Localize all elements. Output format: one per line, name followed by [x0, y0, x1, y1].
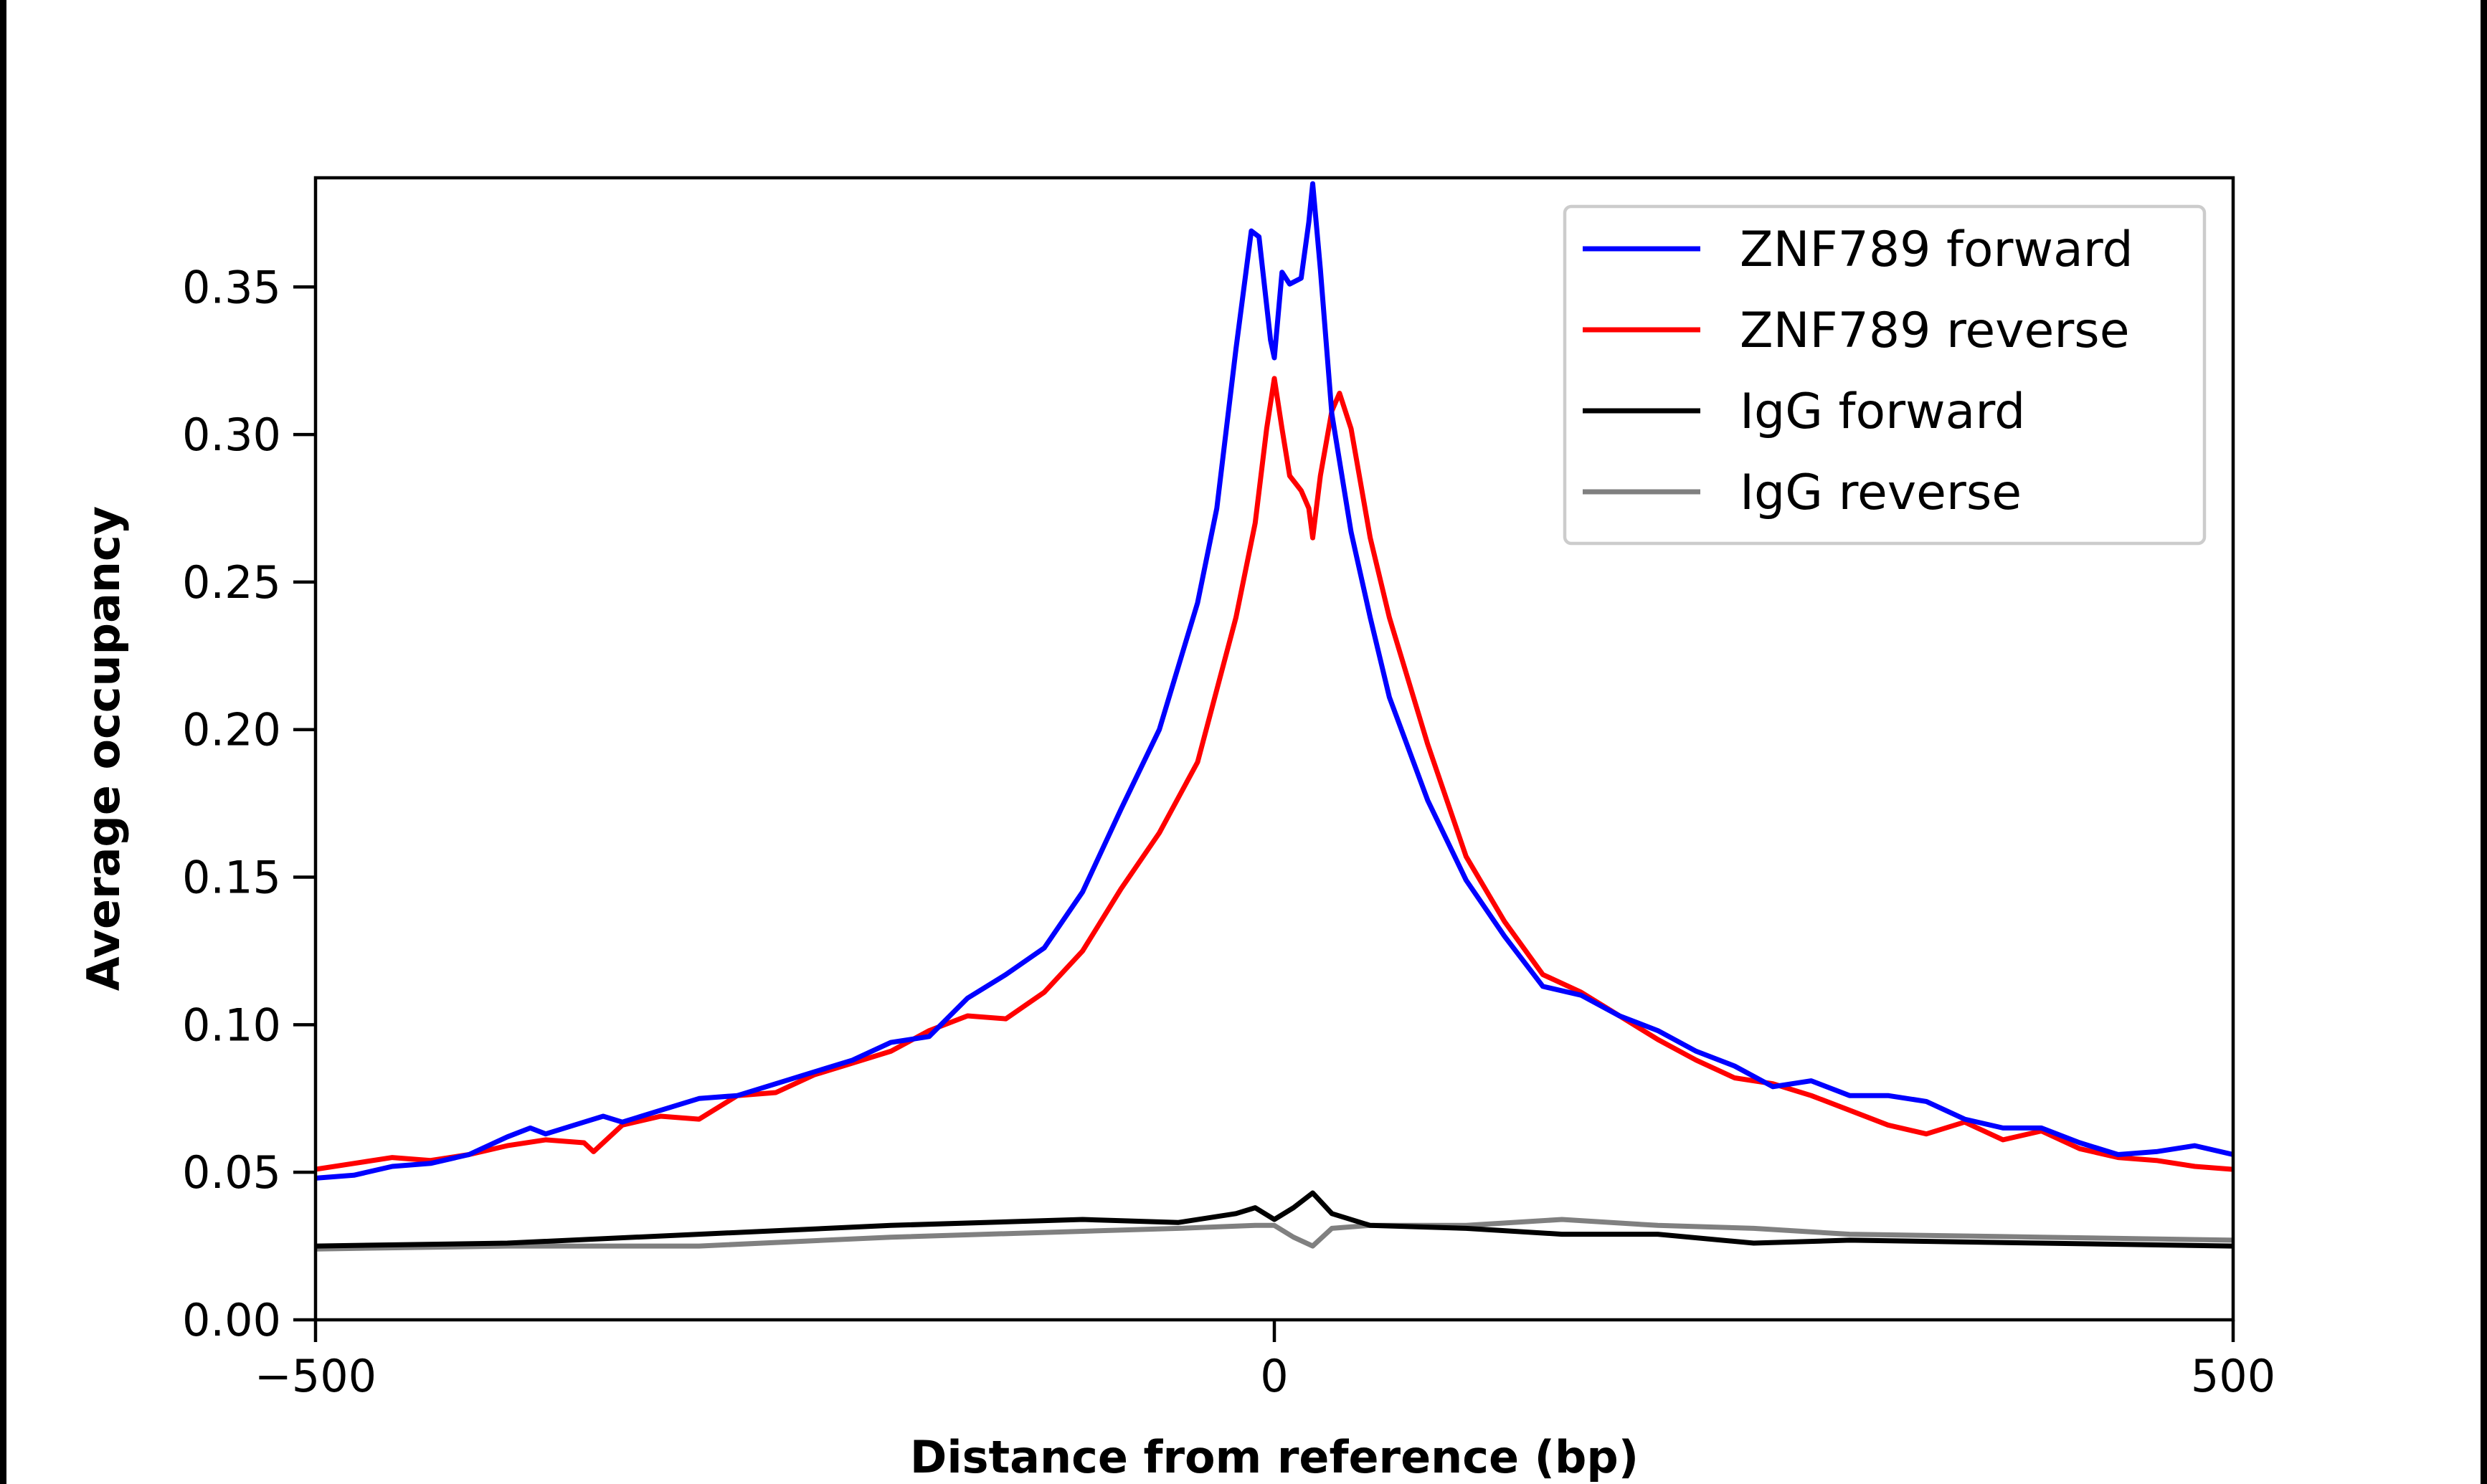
series-layer	[316, 181, 2233, 1252]
legend-box	[1563, 204, 2207, 546]
y-tick-label: 0.10	[182, 999, 281, 1051]
legend-label: IgG forward	[1740, 384, 2025, 440]
y-tick-label: 0.00	[182, 1294, 281, 1346]
series-line-igg-forward	[316, 1190, 2233, 1249]
left-frame-border	[0, 0, 6, 1484]
legend-label: ZNF789 reverse	[1740, 303, 2130, 359]
y-tick-label: 0.35	[182, 261, 281, 313]
legend-item: ZNF789 forward	[1583, 222, 2133, 278]
right-frame-border	[2481, 0, 2487, 1484]
y-tick-label: 0.05	[182, 1146, 281, 1199]
x-axis: −500 0 500	[255, 1320, 2275, 1402]
x-tick-label: 500	[2191, 1350, 2275, 1402]
legend-label: ZNF789 forward	[1740, 222, 2133, 278]
series-line-znf789-forward	[316, 181, 2233, 1181]
legend: ZNF789 forward ZNF789 reverse IgG forward I…	[1563, 204, 2207, 546]
legend-label: IgG reverse	[1740, 465, 2022, 521]
x-axis-label: Distance from reference (bp)	[910, 1431, 1639, 1483]
x-tick-label: −500	[255, 1350, 376, 1402]
x-tick-label: 0	[1260, 1350, 1288, 1402]
series-line-znf789-reverse	[316, 376, 2233, 1172]
series-line-igg-reverse	[316, 1217, 2233, 1252]
legend-item: IgG forward	[1583, 384, 2025, 440]
y-tick-label: 0.20	[182, 704, 281, 756]
y-axis: 0.00 0.05 0.10 0.15 0.20 0.25 0.30 0.35	[182, 261, 316, 1346]
y-tick-label: 0.25	[182, 556, 281, 609]
y-axis-label: Average occupancy	[77, 506, 130, 991]
legend-item: IgG reverse	[1583, 465, 2022, 521]
y-tick-label: 0.15	[182, 852, 281, 904]
y-tick-label: 0.30	[182, 409, 281, 461]
legend-item: ZNF789 reverse	[1583, 303, 2130, 359]
